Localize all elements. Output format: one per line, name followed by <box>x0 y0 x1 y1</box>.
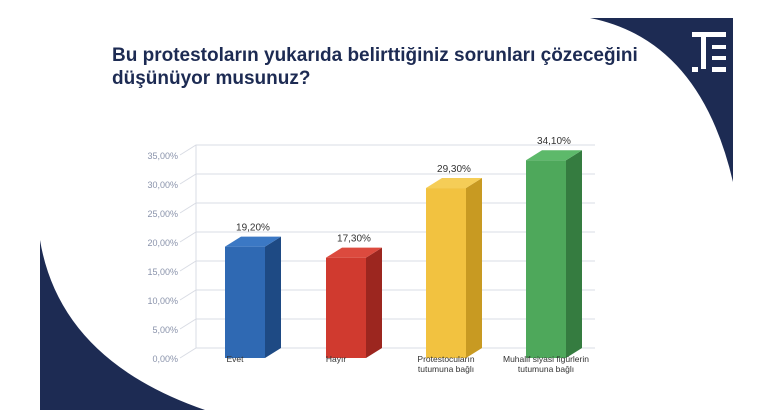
bar-front <box>326 257 366 358</box>
data-label: 34,10% <box>537 136 571 147</box>
bar-top <box>225 236 281 247</box>
decor-top-right-shape <box>590 18 733 182</box>
data-label: 29,30% <box>437 164 471 175</box>
bar-top <box>326 247 382 258</box>
x-tick-label: Hayır <box>326 354 346 364</box>
bar-front <box>426 188 466 358</box>
bar-chart: 0,00% 5,00% 10,00% 15,00% 20,00% 25,00% 30,00%… <box>147 136 595 374</box>
bar-side <box>265 236 281 358</box>
bar-side <box>366 247 382 358</box>
data-label: 19,20% <box>236 223 270 234</box>
x-tick-label: Evet <box>226 354 244 364</box>
bar-top <box>526 150 582 161</box>
x-tick-label: Protestocuların <box>417 354 474 364</box>
bar-front <box>225 246 265 358</box>
x-tick-label: tutumuna bağlı <box>518 364 574 374</box>
bar-top <box>426 178 482 189</box>
y-tick-label: 30,00% <box>147 180 178 190</box>
y-tick-label: 35,00% <box>147 151 178 161</box>
bar-side <box>566 150 582 358</box>
bar-side <box>466 178 482 358</box>
x-tick-label: tutumuna bağlı <box>418 364 474 374</box>
brand-logo <box>692 32 726 72</box>
y-tick-label: 10,00% <box>147 296 178 306</box>
gridline <box>179 144 595 156</box>
y-tick-label: 15,00% <box>147 267 178 277</box>
decor-bottom-left-shape <box>40 240 205 410</box>
y-tick-label: 20,00% <box>147 238 178 248</box>
data-label: 17,30% <box>337 234 371 245</box>
bar-front <box>526 160 566 358</box>
x-tick-label: Muhalif siyasi figürlerin <box>503 354 589 364</box>
y-tick-label: 5,00% <box>152 325 178 335</box>
y-tick-label: 0,00% <box>152 354 178 364</box>
chart-title: Bu protestoların yukarıda belirttiğiniz … <box>112 45 638 89</box>
y-tick-label: 25,00% <box>147 209 178 219</box>
